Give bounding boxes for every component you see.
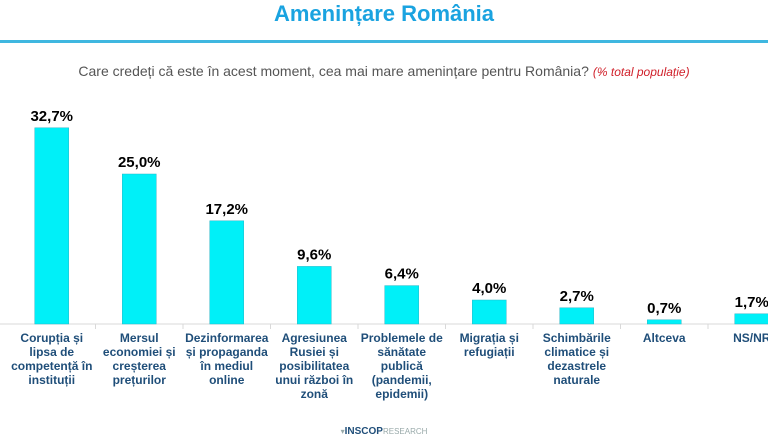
data-label: 9,6% [297, 246, 331, 263]
bar [297, 266, 332, 325]
bar [647, 319, 682, 325]
category-label: Agresiunea Rusiei și posibilitatea unui … [275, 331, 354, 401]
bar [34, 127, 69, 325]
data-label: 32,7% [30, 108, 73, 125]
category-label: Schimbările climatice și dezastrele natu… [542, 331, 611, 387]
category-label: Dezinformarea și propaganda în mediul on… [185, 331, 269, 387]
data-label: 0,7% [647, 300, 681, 317]
logo-mark: ▾ [340, 427, 345, 436]
category-label: NS/NR [733, 331, 768, 345]
inscop-logo: ▾INSCOPRESEARCH [340, 426, 428, 437]
category-label: Altceva [642, 331, 686, 345]
data-label: 1,7% [735, 294, 768, 311]
data-label: 4,0% [472, 280, 506, 297]
bar [734, 313, 768, 325]
bar [384, 285, 419, 325]
bar [559, 307, 594, 325]
category-label: Migrația și refugiații [459, 331, 519, 359]
category-label: Problemele de sănătate publică (pandemii… [360, 331, 443, 401]
category-label: Mersul economiei și creșterea prețurilor [102, 331, 176, 387]
subtitle-note: (% total populație) [592, 65, 690, 79]
chart-subtitle: Care credeți că este în acest moment, ce… [0, 63, 768, 79]
data-label: 6,4% [385, 266, 419, 283]
category-label: Corupția și lipsa de competență în insti… [11, 331, 93, 387]
data-label: 17,2% [205, 201, 248, 218]
data-label: 25,0% [118, 154, 161, 171]
bar [209, 220, 244, 325]
subtitle-text: Care credeți că este în acest moment, ce… [78, 63, 589, 79]
bar [472, 299, 507, 325]
chart-title: Amenințare România [273, 1, 495, 26]
title-divider [0, 40, 768, 43]
bar [122, 173, 157, 325]
data-label: 2,7% [560, 288, 594, 305]
